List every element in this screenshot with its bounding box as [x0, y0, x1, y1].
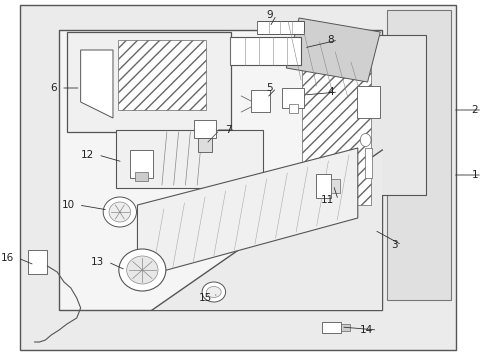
- Ellipse shape: [202, 282, 225, 302]
- Polygon shape: [59, 30, 382, 310]
- Text: 4: 4: [328, 87, 334, 97]
- Polygon shape: [286, 18, 380, 82]
- Text: 1: 1: [471, 170, 478, 180]
- Text: 7: 7: [225, 125, 231, 135]
- Bar: [130, 150, 153, 178]
- Bar: [331, 179, 340, 193]
- Ellipse shape: [103, 197, 137, 227]
- Bar: [282, 88, 304, 108]
- Text: 5: 5: [266, 83, 272, 93]
- Text: 6: 6: [50, 83, 57, 93]
- Bar: [230, 37, 301, 65]
- Text: 8: 8: [328, 35, 334, 45]
- Bar: [357, 86, 380, 118]
- Polygon shape: [20, 5, 456, 350]
- Text: 3: 3: [392, 240, 398, 250]
- Bar: [194, 120, 216, 138]
- Polygon shape: [81, 50, 113, 118]
- Polygon shape: [152, 150, 382, 310]
- Bar: [251, 90, 270, 112]
- Bar: [353, 35, 426, 195]
- Text: 15: 15: [198, 293, 212, 303]
- Bar: [198, 138, 212, 152]
- Text: 16: 16: [1, 253, 14, 263]
- Text: 9: 9: [266, 10, 272, 20]
- Bar: [321, 322, 341, 333]
- Text: 13: 13: [91, 257, 104, 267]
- Bar: [116, 130, 263, 188]
- Text: 11: 11: [321, 195, 334, 205]
- Bar: [289, 104, 298, 113]
- Bar: [302, 67, 370, 205]
- Ellipse shape: [360, 134, 371, 147]
- Bar: [365, 148, 371, 178]
- Bar: [67, 32, 231, 132]
- Ellipse shape: [109, 202, 131, 222]
- Bar: [341, 324, 350, 331]
- Text: 12: 12: [81, 150, 95, 160]
- Bar: [28, 250, 48, 274]
- Polygon shape: [138, 148, 358, 278]
- Bar: [257, 21, 304, 34]
- Bar: [118, 40, 206, 110]
- Ellipse shape: [127, 256, 158, 284]
- Text: 2: 2: [471, 105, 478, 115]
- Polygon shape: [387, 10, 451, 300]
- Bar: [316, 174, 331, 198]
- Ellipse shape: [119, 249, 166, 291]
- Text: 10: 10: [62, 200, 75, 210]
- Bar: [136, 172, 148, 181]
- Text: 14: 14: [360, 325, 373, 335]
- Ellipse shape: [206, 287, 221, 297]
